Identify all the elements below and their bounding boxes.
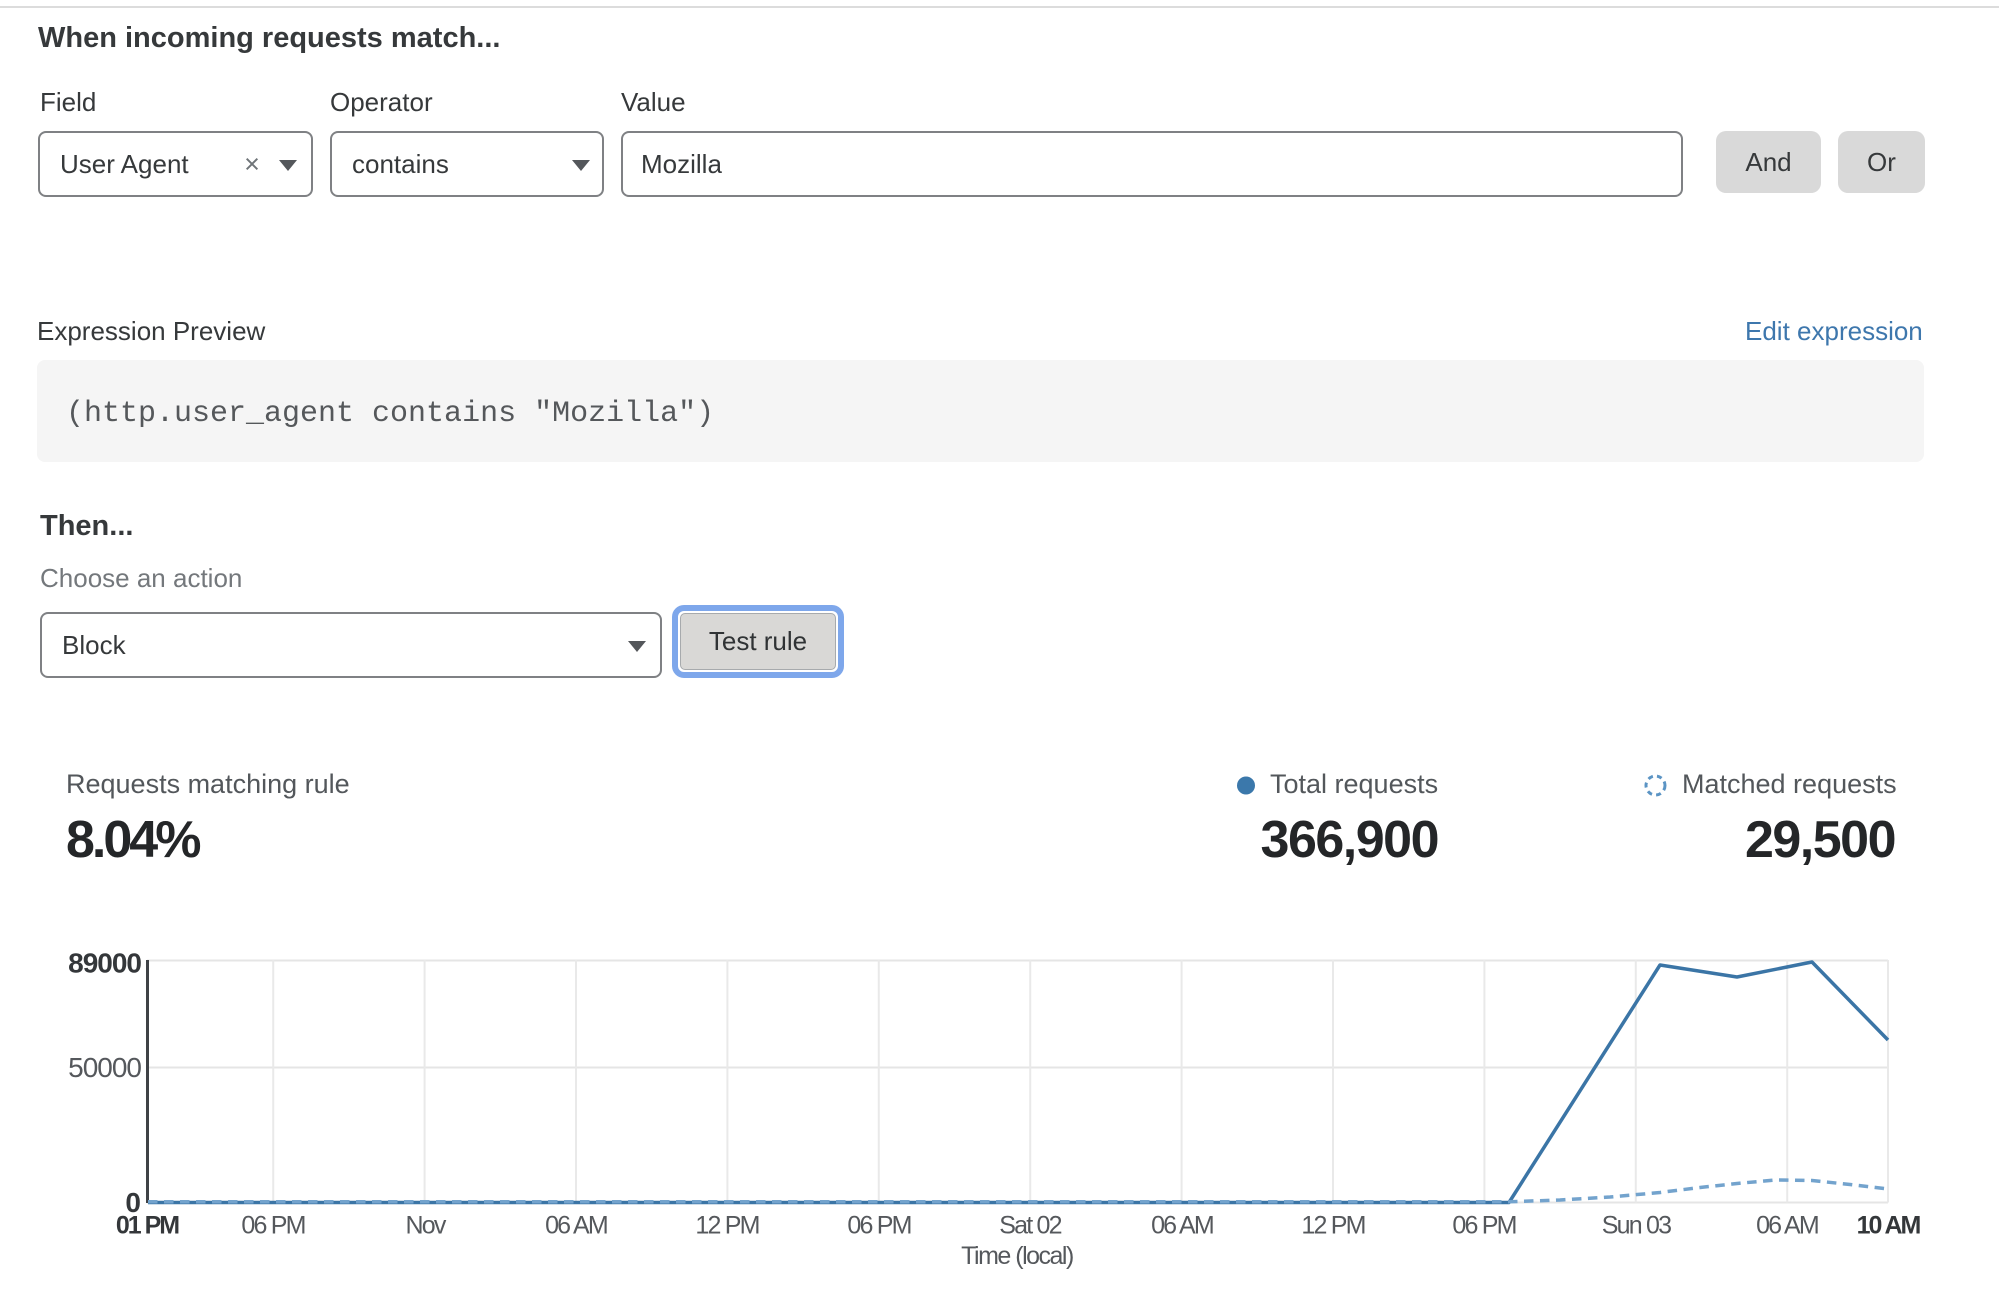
svg-text:06 AM: 06 AM bbox=[1756, 1212, 1818, 1240]
svg-text:06 AM: 06 AM bbox=[545, 1212, 607, 1240]
svg-text:06 PM: 06 PM bbox=[241, 1212, 304, 1240]
svg-text:50000: 50000 bbox=[68, 1052, 141, 1083]
svg-text:06 PM: 06 PM bbox=[1452, 1212, 1515, 1240]
svg-text:10 AM: 10 AM bbox=[1857, 1212, 1921, 1240]
svg-text:06 AM: 06 AM bbox=[1151, 1212, 1213, 1240]
svg-text:01 PM: 01 PM bbox=[116, 1212, 179, 1240]
svg-text:89000: 89000 bbox=[68, 948, 141, 979]
svg-text:12 PM: 12 PM bbox=[695, 1212, 758, 1240]
svg-text:12 PM: 12 PM bbox=[1301, 1212, 1364, 1240]
svg-text:Time (local): Time (local) bbox=[961, 1242, 1073, 1270]
svg-text:06 PM: 06 PM bbox=[847, 1212, 910, 1240]
svg-text:Sun 03: Sun 03 bbox=[1602, 1212, 1671, 1240]
svg-text:Sat 02: Sat 02 bbox=[999, 1212, 1061, 1240]
svg-text:Nov: Nov bbox=[405, 1212, 446, 1240]
svg-text:0: 0 bbox=[125, 1187, 141, 1218]
